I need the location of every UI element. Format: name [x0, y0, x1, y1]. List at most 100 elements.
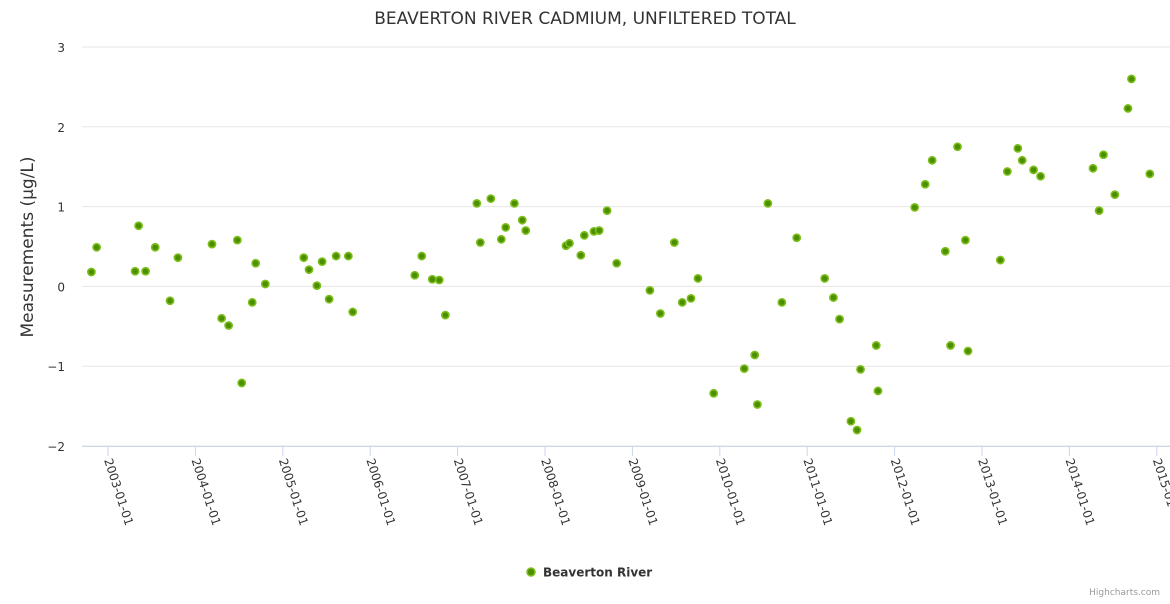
- data-point[interactable]: [1002, 167, 1012, 176]
- data-point[interactable]: [224, 321, 234, 330]
- data-point[interactable]: [237, 378, 247, 388]
- data-point[interactable]: [496, 234, 506, 244]
- data-point[interactable]: [856, 364, 865, 374]
- data-point[interactable]: [1110, 190, 1120, 200]
- data-point[interactable]: [594, 226, 604, 235]
- data-point[interactable]: [1017, 155, 1027, 165]
- data-point[interactable]: [829, 293, 838, 302]
- data-point[interactable]: [130, 266, 140, 276]
- data-point[interactable]: [434, 275, 444, 285]
- data-point[interactable]: [304, 265, 314, 275]
- data-point[interactable]: [1088, 163, 1098, 173]
- data-point[interactable]: [960, 235, 970, 245]
- data-point[interactable]: [501, 222, 511, 232]
- data-point[interactable]: [1123, 104, 1133, 113]
- legend-label: Beaverton River: [543, 566, 652, 580]
- data-points: [86, 74, 1155, 435]
- data-point[interactable]: [946, 341, 955, 350]
- x-tick-label: 2005-01-01: [276, 457, 311, 528]
- data-point[interactable]: [207, 239, 217, 249]
- data-point[interactable]: [602, 206, 612, 215]
- data-point[interactable]: [343, 251, 353, 261]
- data-point[interactable]: [846, 416, 856, 426]
- data-point[interactable]: [565, 238, 574, 248]
- data-point[interactable]: [475, 238, 485, 247]
- x-tick-label: 2012-01-01: [888, 457, 923, 528]
- grid-lines: [82, 46, 1170, 447]
- data-point[interactable]: [217, 313, 227, 323]
- data-point[interactable]: [920, 179, 930, 189]
- data-point[interactable]: [873, 386, 883, 396]
- x-tick-label: 2009-01-01: [626, 457, 661, 528]
- data-point[interactable]: [251, 258, 261, 268]
- data-point[interactable]: [763, 199, 773, 208]
- data-point[interactable]: [417, 251, 427, 261]
- data-point[interactable]: [141, 266, 150, 276]
- data-point[interactable]: [612, 258, 622, 268]
- data-point[interactable]: [669, 238, 679, 247]
- data-point[interactable]: [173, 253, 183, 263]
- data-point[interactable]: [820, 274, 830, 283]
- data-point[interactable]: [927, 155, 937, 165]
- data-point[interactable]: [1145, 169, 1155, 179]
- data-point[interactable]: [510, 199, 519, 208]
- data-point[interactable]: [709, 388, 719, 398]
- data-point[interactable]: [165, 296, 175, 306]
- data-point[interactable]: [777, 297, 787, 307]
- data-point[interactable]: [1013, 143, 1023, 153]
- data-point[interactable]: [579, 230, 589, 240]
- data-point[interactable]: [517, 215, 527, 225]
- data-point[interactable]: [750, 350, 760, 360]
- data-point[interactable]: [134, 221, 143, 231]
- data-point[interactable]: [331, 251, 341, 261]
- y-tick-label: 2: [57, 121, 65, 135]
- data-point[interactable]: [792, 233, 802, 243]
- credits-link[interactable]: Highcharts.com: [1089, 588, 1160, 598]
- data-point[interactable]: [1127, 74, 1136, 84]
- x-tick-label: 2010-01-01: [713, 457, 748, 528]
- data-point[interactable]: [427, 274, 437, 284]
- data-point[interactable]: [739, 364, 749, 373]
- data-point[interactable]: [953, 142, 962, 152]
- data-point[interactable]: [1094, 206, 1104, 215]
- data-point[interactable]: [486, 194, 496, 204]
- data-point[interactable]: [963, 346, 973, 356]
- data-point[interactable]: [995, 255, 1005, 265]
- data-point[interactable]: [576, 250, 586, 260]
- data-point[interactable]: [677, 297, 687, 307]
- data-point[interactable]: [410, 270, 420, 280]
- data-point[interactable]: [1029, 165, 1038, 175]
- data-point[interactable]: [645, 285, 655, 295]
- data-point[interactable]: [752, 400, 762, 409]
- data-point[interactable]: [260, 279, 270, 289]
- data-point[interactable]: [324, 294, 334, 304]
- data-point[interactable]: [150, 242, 160, 252]
- data-point[interactable]: [871, 341, 881, 350]
- data-point[interactable]: [247, 297, 257, 307]
- data-point[interactable]: [910, 202, 920, 212]
- data-point[interactable]: [521, 226, 531, 235]
- data-point[interactable]: [693, 274, 703, 283]
- data-point[interactable]: [1099, 150, 1108, 160]
- y-tick-label: 0: [57, 280, 65, 294]
- data-point[interactable]: [348, 307, 358, 317]
- x-axis: 2003-01-01 2004-01-01 2005-01-01 2006-01-01…: [82, 446, 1170, 527]
- data-point[interactable]: [1036, 171, 1045, 181]
- legend-item-beaverton-river[interactable]: Beaverton River: [526, 566, 652, 580]
- data-point[interactable]: [317, 257, 327, 267]
- data-point[interactable]: [686, 293, 696, 303]
- data-point[interactable]: [86, 267, 96, 277]
- data-point[interactable]: [940, 246, 950, 256]
- data-point[interactable]: [312, 281, 322, 291]
- data-point[interactable]: [655, 309, 665, 318]
- data-point[interactable]: [92, 242, 102, 252]
- y-tick-label: 1: [57, 201, 65, 215]
- data-point[interactable]: [835, 314, 844, 324]
- data-point[interactable]: [472, 199, 482, 208]
- x-tick-label: 2008-01-01: [538, 457, 573, 528]
- data-point[interactable]: [232, 235, 242, 245]
- data-point[interactable]: [440, 310, 450, 320]
- data-point[interactable]: [852, 425, 862, 435]
- data-point[interactable]: [299, 253, 309, 263]
- x-tick-label: 2013-01-01: [975, 457, 1010, 528]
